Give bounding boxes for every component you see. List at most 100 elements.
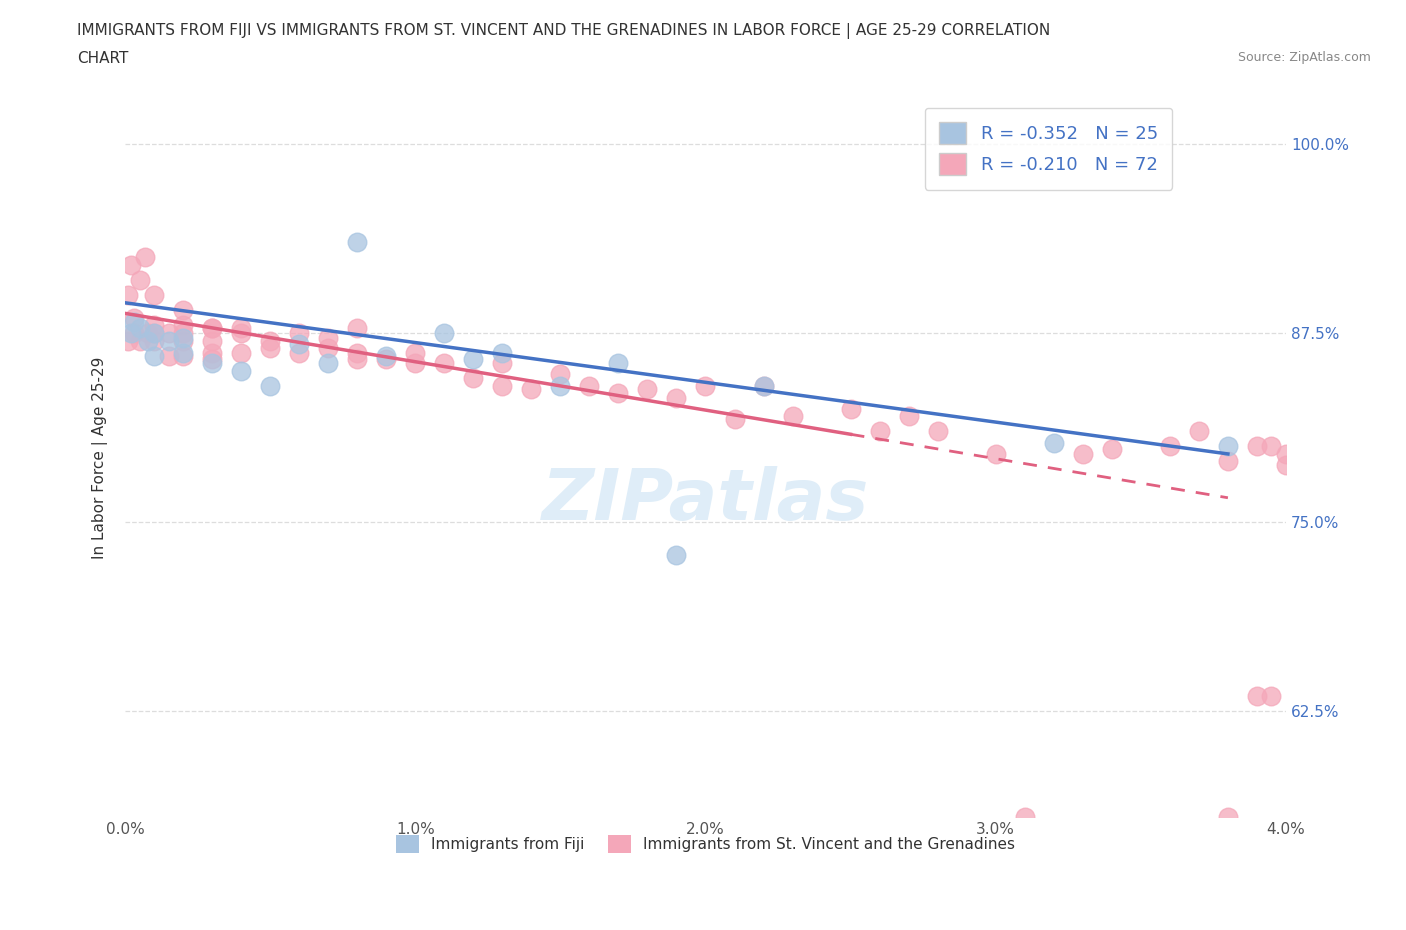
- Point: [665, 548, 688, 563]
- Point: [433, 326, 456, 340]
- Point: [172, 318, 194, 333]
- Point: [1216, 454, 1239, 469]
- Point: [839, 401, 862, 416]
- Point: [143, 318, 166, 333]
- Point: [1071, 446, 1094, 461]
- Point: [752, 379, 775, 393]
- Point: [1216, 439, 1239, 454]
- Point: [636, 381, 658, 396]
- Point: [229, 326, 252, 340]
- Point: [404, 345, 426, 360]
- Point: [1260, 439, 1282, 454]
- Point: [578, 379, 600, 393]
- Point: [259, 333, 281, 348]
- Text: ZIPatlas: ZIPatlas: [541, 466, 869, 536]
- Point: [463, 352, 485, 366]
- Point: [491, 345, 513, 360]
- Text: Source: ZipAtlas.com: Source: ZipAtlas.com: [1237, 51, 1371, 64]
- Point: [607, 356, 630, 371]
- Point: [346, 345, 368, 360]
- Y-axis label: In Labor Force | Age 25-29: In Labor Force | Age 25-29: [93, 356, 108, 559]
- Point: [143, 287, 166, 302]
- Point: [229, 345, 252, 360]
- Point: [201, 333, 224, 348]
- Point: [172, 326, 194, 340]
- Point: [1275, 446, 1298, 461]
- Point: [201, 356, 224, 371]
- Point: [520, 381, 543, 396]
- Point: [288, 336, 311, 351]
- Point: [122, 311, 145, 325]
- Point: [1042, 436, 1064, 451]
- Point: [346, 321, 368, 336]
- Point: [120, 258, 142, 272]
- Point: [550, 379, 572, 393]
- Point: [157, 333, 180, 348]
- Point: [463, 371, 485, 386]
- Point: [172, 333, 194, 348]
- Point: [172, 345, 194, 360]
- Point: [346, 235, 368, 250]
- Point: [375, 348, 398, 363]
- Point: [869, 424, 891, 439]
- Point: [897, 408, 920, 423]
- Point: [229, 364, 252, 379]
- Point: [752, 379, 775, 393]
- Point: [259, 379, 281, 393]
- Point: [404, 356, 426, 371]
- Point: [288, 326, 311, 340]
- Point: [172, 303, 194, 318]
- Point: [433, 356, 456, 371]
- Point: [201, 345, 224, 360]
- Point: [134, 250, 156, 265]
- Point: [316, 356, 339, 371]
- Point: [1101, 442, 1123, 457]
- Point: [1216, 809, 1239, 824]
- Point: [172, 348, 194, 363]
- Point: [201, 321, 224, 336]
- Point: [122, 315, 145, 330]
- Point: [550, 366, 572, 381]
- Point: [782, 408, 804, 423]
- Point: [117, 287, 139, 302]
- Point: [128, 333, 150, 348]
- Point: [1014, 809, 1036, 824]
- Point: [491, 356, 513, 371]
- Point: [117, 333, 139, 348]
- Point: [136, 326, 159, 340]
- Point: [120, 326, 142, 340]
- Point: [259, 340, 281, 355]
- Point: [122, 326, 145, 340]
- Point: [491, 379, 513, 393]
- Point: [136, 333, 159, 348]
- Point: [201, 321, 224, 336]
- Point: [128, 321, 150, 336]
- Point: [1246, 439, 1268, 454]
- Point: [316, 340, 339, 355]
- Point: [143, 326, 166, 340]
- Point: [695, 379, 717, 393]
- Point: [143, 348, 166, 363]
- Point: [927, 424, 949, 439]
- Point: [665, 391, 688, 405]
- Point: [316, 330, 339, 345]
- Point: [143, 333, 166, 348]
- Point: [607, 386, 630, 401]
- Point: [1159, 439, 1181, 454]
- Point: [229, 321, 252, 336]
- Point: [201, 352, 224, 366]
- Point: [157, 326, 180, 340]
- Point: [172, 330, 194, 345]
- Point: [157, 348, 180, 363]
- Point: [984, 446, 1007, 461]
- Point: [1246, 688, 1268, 703]
- Point: [143, 326, 166, 340]
- Point: [288, 345, 311, 360]
- Point: [723, 412, 745, 427]
- Point: [375, 352, 398, 366]
- Text: IMMIGRANTS FROM FIJI VS IMMIGRANTS FROM ST. VINCENT AND THE GRENADINES IN LABOR : IMMIGRANTS FROM FIJI VS IMMIGRANTS FROM …: [77, 23, 1050, 39]
- Legend: Immigrants from Fiji, Immigrants from St. Vincent and the Grenadines: Immigrants from Fiji, Immigrants from St…: [389, 829, 1021, 859]
- Point: [128, 272, 150, 287]
- Point: [1188, 424, 1211, 439]
- Point: [346, 352, 368, 366]
